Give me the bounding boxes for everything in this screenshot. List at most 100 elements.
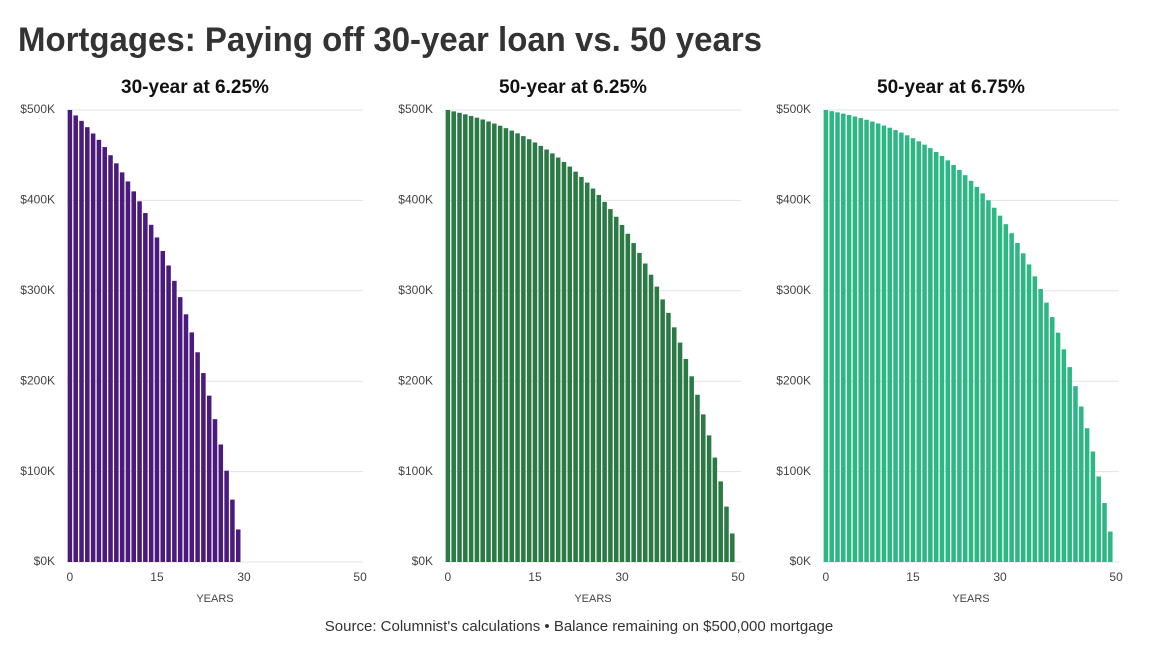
- bar: [102, 147, 107, 562]
- bar: [642, 263, 648, 562]
- bar: [730, 533, 735, 562]
- bar: [974, 186, 980, 562]
- x-tick-label: 15: [150, 570, 164, 584]
- main-title: Mortgages: Paying off 30-year loan vs. 5…: [18, 21, 762, 59]
- x-tick-label: 50: [731, 570, 745, 584]
- bar: [509, 130, 515, 562]
- y-tick-label: $0K: [412, 554, 433, 568]
- bar: [445, 110, 451, 562]
- bar: [1020, 253, 1026, 562]
- x-tick-label: 15: [528, 570, 542, 584]
- bar: [1032, 276, 1038, 562]
- bar: [521, 136, 526, 562]
- bar: [852, 116, 858, 563]
- bar: [492, 123, 497, 562]
- bar: [637, 252, 642, 562]
- bar: [584, 182, 590, 563]
- y-tick-label: $500K: [776, 102, 811, 116]
- bar: [608, 209, 613, 562]
- x-axis-label: YEARS: [574, 593, 611, 605]
- bar: [474, 117, 480, 563]
- bar: [468, 115, 474, 562]
- bar: [79, 120, 84, 563]
- source-note: Source: Columnist's calculations • Balan…: [325, 618, 833, 635]
- y-tick-label: $0K: [34, 554, 55, 568]
- bar: [625, 233, 631, 562]
- bar: [114, 163, 119, 562]
- x-tick-label: 30: [993, 570, 1007, 584]
- y-tick-label: $200K: [398, 373, 433, 387]
- x-axis-label: YEARS: [196, 593, 233, 605]
- bar: [962, 175, 968, 562]
- bar: [724, 506, 729, 562]
- y-tick-label: $200K: [776, 373, 811, 387]
- bar: [1067, 367, 1072, 562]
- bar: [841, 113, 846, 562]
- bar: [503, 128, 509, 562]
- panel-title: 30-year at 6.25%: [121, 77, 269, 98]
- bar: [712, 457, 718, 562]
- bar: [695, 394, 700, 562]
- x-tick-label: 0: [823, 570, 830, 584]
- bar: [910, 138, 916, 562]
- bar: [654, 286, 660, 562]
- bar: [887, 127, 893, 563]
- bar: [671, 327, 677, 562]
- bar: [1073, 386, 1078, 562]
- bar: [544, 149, 549, 562]
- bar: [1061, 349, 1067, 562]
- x-tick-label: 30: [237, 570, 251, 584]
- bar: [212, 419, 218, 562]
- bar: [933, 151, 939, 562]
- panel: 50-year at 6.25% $0K $100K $200K $300K $400K $…: [398, 77, 745, 605]
- bar: [991, 207, 997, 562]
- x-tick-label: 30: [615, 570, 629, 584]
- bar: [823, 110, 829, 562]
- bar: [613, 216, 619, 563]
- bar: [677, 342, 683, 562]
- bar: [183, 314, 189, 562]
- bar: [206, 395, 212, 562]
- y-tick-label: $400K: [20, 193, 55, 207]
- bar: [201, 373, 206, 562]
- y-tick-label: $100K: [20, 464, 55, 478]
- bar: [689, 376, 694, 562]
- bar: [573, 171, 578, 562]
- bar: [1055, 332, 1061, 562]
- bar: [67, 110, 73, 562]
- bar: [922, 144, 927, 562]
- bar: [172, 280, 177, 562]
- bar: [550, 153, 555, 562]
- bar: [660, 299, 665, 562]
- bar: [486, 121, 491, 562]
- bar: [701, 414, 706, 562]
- bar: [463, 114, 468, 562]
- x-tick-label: 50: [353, 570, 367, 584]
- bar: [899, 132, 904, 562]
- bar: [875, 123, 881, 562]
- bar: [893, 130, 898, 563]
- bar: [619, 224, 625, 562]
- bar: [125, 181, 131, 562]
- bar: [1044, 302, 1049, 562]
- bar: [555, 157, 561, 562]
- y-tick-label: $500K: [398, 102, 433, 116]
- bar: [916, 141, 922, 563]
- bar: [683, 358, 689, 562]
- y-tick-label: $200K: [20, 373, 55, 387]
- y-tick-label: $300K: [20, 283, 55, 297]
- panel-title: 50-year at 6.25%: [499, 77, 647, 98]
- bar: [829, 111, 834, 562]
- bar: [846, 114, 852, 563]
- bar: [73, 115, 78, 562]
- x-tick-label: 0: [67, 570, 74, 584]
- y-tick-label: $400K: [776, 193, 811, 207]
- bar: [858, 118, 863, 563]
- bar: [706, 435, 712, 562]
- bar: [904, 135, 910, 562]
- bar: [718, 481, 723, 562]
- bar: [835, 112, 840, 562]
- bar: [928, 148, 933, 562]
- bar: [648, 274, 654, 562]
